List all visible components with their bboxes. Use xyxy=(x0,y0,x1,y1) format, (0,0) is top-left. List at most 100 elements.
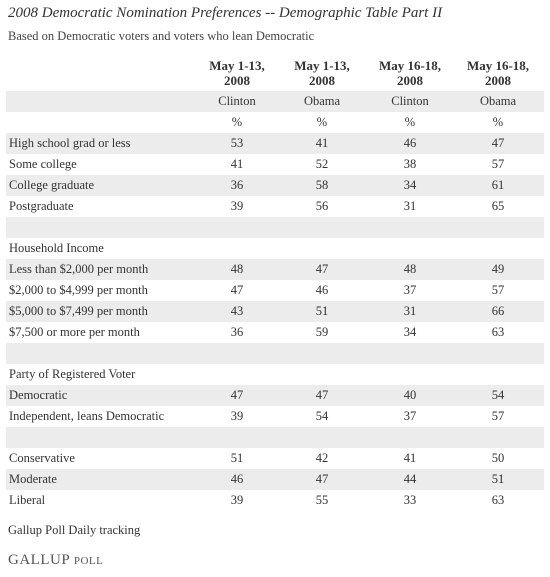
cell: 38 xyxy=(403,157,417,171)
table-row: $2,000 to $4,999 per month 47 46 37 57 xyxy=(6,280,544,301)
table-row: $7,500 or more per month 36 59 34 63 xyxy=(6,322,544,343)
cell: 57 xyxy=(491,157,505,171)
table-row: Postgraduate 39 56 31 65 xyxy=(6,196,544,217)
table-row: Independent, leans Democratic 39 54 37 57 xyxy=(6,406,544,427)
cell: Clinton xyxy=(391,94,429,108)
table-row: %%%% xyxy=(6,112,544,133)
date-line: 2008 xyxy=(485,73,511,88)
table-row xyxy=(6,217,544,238)
cell: 36 xyxy=(230,178,244,192)
cell: 53 xyxy=(230,136,244,150)
cell: Obama xyxy=(303,94,341,108)
cell: 47 xyxy=(230,388,244,402)
cell: % xyxy=(316,115,328,129)
cell: 31 xyxy=(403,199,417,213)
cell: 40 xyxy=(403,388,417,402)
cell: 65 xyxy=(491,199,505,213)
cell: 52 xyxy=(315,157,329,171)
column-date: May 16-18, 2008 xyxy=(367,58,453,88)
cell: 47 xyxy=(315,388,329,402)
logo-word: POLL xyxy=(73,555,104,567)
cell: 54 xyxy=(315,409,329,423)
cell: 51 xyxy=(315,304,329,318)
cell: 41 xyxy=(230,157,244,171)
cell: 63 xyxy=(491,493,505,507)
cell: 37 xyxy=(403,409,417,423)
column-date: May 1-13, 2008 xyxy=(194,58,280,88)
table-row: Some college 41 52 38 57 xyxy=(6,154,544,175)
table-row: High school grad or less 53 41 46 47 xyxy=(6,133,544,154)
cell: 41 xyxy=(315,136,329,150)
cell: 39 xyxy=(230,409,244,423)
table-row: Liberal 39 55 33 63 xyxy=(6,490,544,511)
cell: % xyxy=(231,115,243,129)
row-label: Postgraduate xyxy=(9,199,74,213)
cell: 58 xyxy=(315,178,329,192)
date-line: 2008 xyxy=(397,73,423,88)
cell: 48 xyxy=(403,262,417,276)
row-label: $2,000 to $4,999 per month xyxy=(9,283,148,297)
cell: 43 xyxy=(230,304,244,318)
table-row xyxy=(6,343,544,364)
cell: 46 xyxy=(403,136,417,150)
cell: 57 xyxy=(491,409,505,423)
table-row: Less than $2,000 per month 48 47 48 49 xyxy=(6,259,544,280)
cell: 46 xyxy=(230,472,244,486)
cell: 61 xyxy=(491,178,505,192)
date-line: May 1-13, xyxy=(209,58,265,73)
cell: 56 xyxy=(315,199,329,213)
cell: 63 xyxy=(491,325,505,339)
column-date: May 16-18, 2008 xyxy=(455,58,541,88)
row-label: Moderate xyxy=(9,472,57,486)
logo-word: GALLUP xyxy=(8,552,70,568)
cell: 51 xyxy=(230,451,244,465)
subtitle: Based on Democratic voters and voters wh… xyxy=(8,29,315,43)
column-date: May 1-13, 2008 xyxy=(279,58,365,88)
row-label: Less than $2,000 per month xyxy=(9,262,149,276)
cell: 47 xyxy=(230,283,244,297)
row-label: Democratic xyxy=(9,388,68,402)
table-row xyxy=(6,427,544,448)
row-label: High school grad or less xyxy=(9,136,131,150)
table-row: Household Income xyxy=(6,238,544,259)
row-label: College graduate xyxy=(9,178,95,192)
cell: 54 xyxy=(491,388,505,402)
cell: 47 xyxy=(315,262,329,276)
cell: 34 xyxy=(403,178,417,192)
cell: 59 xyxy=(315,325,329,339)
date-line: May 1-13, xyxy=(294,58,350,73)
date-line: 2008 xyxy=(224,73,250,88)
table-row: College graduate 36 58 34 61 xyxy=(6,175,544,196)
cell: 39 xyxy=(230,199,244,213)
cell: 49 xyxy=(491,262,505,276)
cell: 46 xyxy=(315,283,329,297)
cell: 31 xyxy=(403,304,417,318)
title: 2008 Democratic Nomination Preferences -… xyxy=(8,5,443,21)
row-label: Independent, leans Democratic xyxy=(9,409,165,423)
table-row: Clinton Obama Clinton Obama xyxy=(6,91,544,112)
table-row: Democratic 47 47 40 54 xyxy=(6,385,544,406)
cell: 44 xyxy=(403,472,417,486)
cell: 34 xyxy=(403,325,417,339)
cell: Obama xyxy=(479,94,517,108)
date-line: May 16-18, xyxy=(378,58,442,73)
row-label: $5,000 to $7,499 per month xyxy=(9,304,148,318)
cell: 47 xyxy=(491,136,505,150)
cell: 36 xyxy=(230,325,244,339)
cell: 42 xyxy=(315,451,329,465)
cell: 55 xyxy=(315,493,329,507)
cell: 33 xyxy=(403,493,417,507)
cell: 37 xyxy=(403,283,417,297)
cell: 39 xyxy=(230,493,244,507)
row-label: $7,500 or more per month xyxy=(9,325,140,339)
table-row: Party of Registered Voter xyxy=(6,364,544,385)
row-label: Conservative xyxy=(9,451,75,465)
cell: Clinton xyxy=(218,94,256,108)
date-line: 2008 xyxy=(309,73,335,88)
section-heading: Party of Registered Voter xyxy=(9,367,136,381)
section-heading: Household Income xyxy=(9,241,104,255)
table-row: Conservative 51 42 41 50 xyxy=(6,448,544,469)
table-row: $5,000 to $7,499 per month 43 51 31 66 xyxy=(6,301,544,322)
source-note: Gallup Poll Daily tracking xyxy=(8,523,141,537)
cell: % xyxy=(404,115,416,129)
